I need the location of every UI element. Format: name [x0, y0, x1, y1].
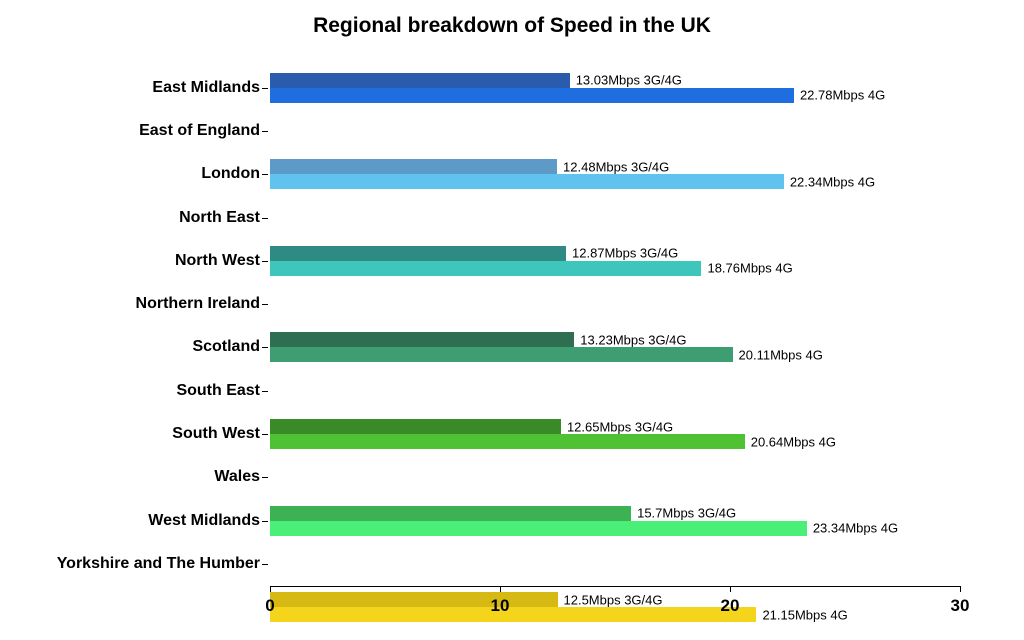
bar: 22.78Mbps 4G: [270, 88, 794, 103]
y-axis-label: Yorkshire and The Humber: [10, 556, 270, 572]
chart-row: London12.87Mbps 3G/4G18.76Mbps 4G: [270, 153, 960, 196]
x-tick-label: 0: [265, 596, 274, 616]
x-tick-label: 10: [491, 596, 510, 616]
chart-row: North West12.65Mbps 3G/4G20.64Mbps 4G: [270, 239, 960, 282]
x-tick-label: 20: [721, 596, 740, 616]
chart-row: Yorkshire and The Humber15.05Mbps 3G/4G2…: [270, 542, 960, 585]
y-tick: [262, 131, 268, 132]
speed-chart: Regional breakdown of Speed in the UK Ea…: [0, 0, 1024, 640]
x-tick-label: 30: [951, 596, 970, 616]
chart-row: Scotland12.5Mbps 3G/4G21.15Mbps 4G: [270, 326, 960, 369]
y-axis-label: South East: [10, 383, 270, 399]
chart-row: West Midlands12.57Mbps 3G/4G21.64Mbps 4G: [270, 499, 960, 542]
x-tick: [960, 586, 961, 592]
chart-row: East of England12.48Mbps 3G/4G22.34Mbps …: [270, 109, 960, 152]
x-axis-line: [270, 586, 960, 587]
y-tick: [262, 218, 268, 219]
y-axis-label: South West: [10, 426, 270, 442]
bar: 12.5Mbps 3G/4G: [270, 592, 558, 607]
chart-row: Wales10.13Mbps 3G/4G21.73Mbps 4G: [270, 456, 960, 499]
y-tick: [262, 564, 268, 565]
y-tick: [262, 347, 268, 348]
bar: 13.03Mbps 3G/4G: [270, 73, 570, 88]
bar-value-label: 13.03Mbps 3G/4G: [570, 74, 682, 87]
bar: 21.15Mbps 4G: [270, 607, 756, 622]
y-tick: [262, 261, 268, 262]
y-tick: [262, 434, 268, 435]
chart-row: East Midlands13.03Mbps 3G/4G22.78Mbps 4G: [270, 66, 960, 109]
x-tick: [500, 586, 501, 592]
y-tick: [262, 391, 268, 392]
y-tick: [262, 521, 268, 522]
x-tick: [270, 586, 271, 592]
chart-row: North East13.23Mbps 3G/4G20.11Mbps 4G: [270, 196, 960, 239]
y-axis-label: North East: [10, 210, 270, 226]
y-axis-label: Scotland: [10, 339, 270, 355]
y-tick: [262, 174, 268, 175]
chart-row: Northern Ireland15.7Mbps 3G/4G23.34Mbps …: [270, 283, 960, 326]
chart-title: Regional breakdown of Speed in the UK: [0, 14, 1024, 38]
bar-value-label: 22.78Mbps 4G: [794, 89, 885, 102]
x-tick: [730, 586, 731, 592]
chart-row: South East13.08Mbps 3G/4G21.86Mbps 4G: [270, 369, 960, 412]
plot-area: East Midlands13.03Mbps 3G/4G22.78Mbps 4G…: [270, 66, 960, 586]
bar-value-label: 12.5Mbps 3G/4G: [558, 593, 663, 606]
chart-row: South West11.48Mbps 3G/4G20.86Mbps 4G: [270, 412, 960, 455]
bar-value-label: 21.15Mbps 4G: [756, 608, 847, 621]
y-tick: [262, 304, 268, 305]
y-axis-label: Northern Ireland: [10, 296, 270, 312]
y-axis-label: Wales: [10, 469, 270, 485]
y-tick: [262, 88, 268, 89]
y-axis-label: East Midlands: [10, 80, 270, 96]
y-axis-label: North West: [10, 253, 270, 269]
y-tick: [262, 477, 268, 478]
y-axis-label: East of England: [10, 123, 270, 139]
y-axis-label: London: [10, 166, 270, 182]
chart-rows: East Midlands13.03Mbps 3G/4G22.78Mbps 4G…: [270, 66, 960, 586]
y-axis-label: West Midlands: [10, 513, 270, 529]
